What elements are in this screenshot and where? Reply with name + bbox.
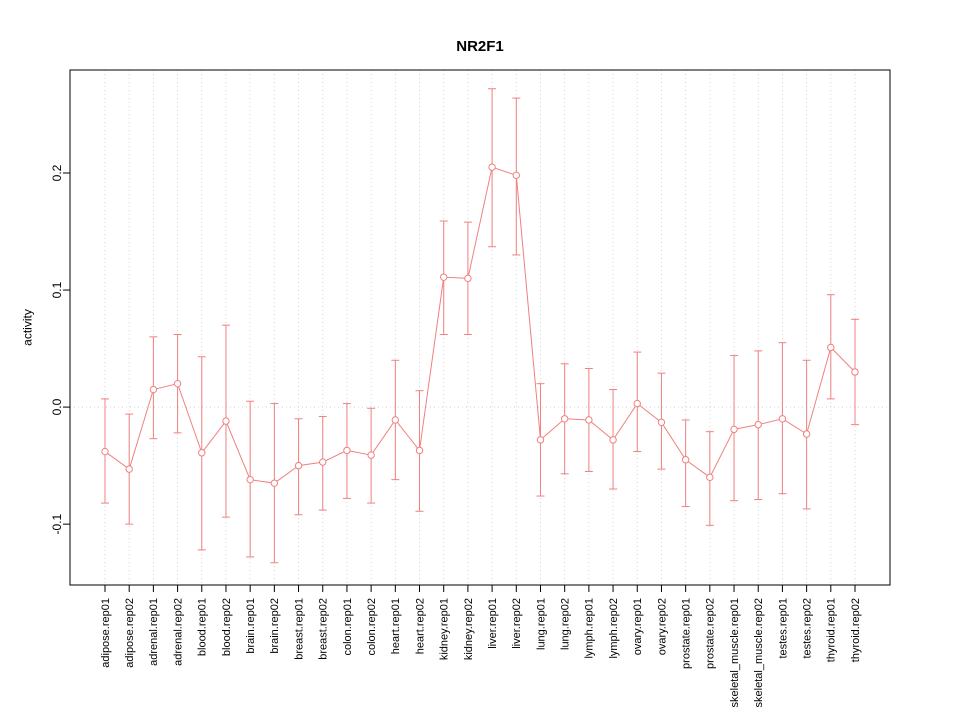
x-tick-label: skeletal_muscle.rep01	[729, 598, 741, 707]
x-tick-label: liver.rep01	[487, 598, 499, 649]
x-tick-label: lung.rep02	[560, 598, 572, 650]
x-tick-label: blood.rep02	[221, 598, 233, 656]
error-bars	[101, 88, 859, 564]
data-point	[101, 447, 109, 456]
data-point	[754, 420, 762, 429]
data-point	[778, 415, 787, 423]
x-tick-label: skeletal_muscle.rep02	[753, 598, 765, 707]
data-point	[681, 456, 690, 464]
x-tick-label: colon.rep02	[366, 598, 378, 656]
x-tick-label: adipose.rep02	[124, 598, 136, 668]
data-point	[512, 171, 520, 180]
x-tick-label: heart.rep02	[414, 598, 426, 654]
data-point	[609, 436, 617, 444]
x-tick-label: prostate.rep01	[680, 598, 692, 669]
x-tick-label: colon.rep01	[342, 598, 354, 656]
x-tick-label: testes.rep01	[777, 598, 789, 659]
data-point	[851, 368, 859, 376]
data-point	[585, 416, 593, 424]
data-point	[319, 458, 327, 466]
plot-border	[69, 69, 891, 586]
y-axis: -0.1 0.0 0.1 0.2	[50, 164, 70, 534]
data-point	[730, 425, 738, 434]
data-point	[827, 343, 835, 352]
data-point	[657, 418, 666, 427]
data-point	[246, 475, 254, 484]
data-point	[415, 446, 424, 455]
y-tick-label: -0.1	[50, 513, 64, 534]
data-point	[633, 399, 641, 408]
x-tick-label: prostate.rep02	[705, 598, 717, 669]
data-point	[173, 379, 182, 388]
data-point	[706, 473, 714, 482]
data-point	[125, 465, 133, 473]
chart-title: NR2F1	[456, 38, 504, 55]
x-tick-label: ovary.rep02	[656, 598, 668, 655]
y-tick-label: 0.1	[50, 281, 64, 298]
x-tick-label: adipose.rep01	[100, 598, 112, 668]
data-points	[101, 163, 859, 487]
x-tick-label: testes.rep02	[801, 598, 813, 659]
x-tick-label: blood.rep01	[197, 598, 209, 656]
data-point	[198, 449, 206, 457]
data-point	[222, 417, 230, 425]
data-point	[149, 385, 158, 394]
x-tick-label: kidney.rep01	[439, 598, 451, 660]
x-tick-label: lung.rep01	[535, 598, 547, 650]
x-tick-label: kidney.rep02	[463, 598, 475, 660]
x-tick-label: liver.rep02	[511, 598, 523, 649]
data-point	[343, 446, 351, 455]
data-point	[488, 163, 496, 171]
x-tick-label: lymph.rep01	[584, 598, 596, 659]
x-tick-label: brain.rep02	[269, 598, 281, 654]
x-tick-label: breast.rep01	[293, 598, 305, 660]
y-axis-label: activity	[20, 309, 35, 346]
series-line	[104, 166, 856, 484]
x-tick-label: ovary.rep01	[632, 598, 644, 655]
x-tick-label: breast.rep02	[318, 598, 330, 660]
y-tick-label: 0.2	[50, 164, 64, 181]
x-tick-label: heart.rep01	[390, 598, 402, 654]
x-tick-label: thyroid.rep01	[826, 598, 838, 662]
data-point	[391, 416, 400, 424]
y-tick-label: 0.0	[50, 398, 64, 415]
data-point	[802, 430, 811, 438]
x-tick-label: adrenal.rep01	[148, 598, 160, 666]
data-point	[560, 415, 569, 423]
x-tick-label: adrenal.rep02	[172, 598, 184, 666]
gridlines	[70, 70, 890, 585]
data-point	[367, 451, 375, 459]
x-tick-label: lymph.rep02	[608, 598, 620, 659]
data-point	[440, 273, 448, 281]
data-point	[464, 274, 472, 283]
data-point	[270, 479, 279, 487]
data-point	[294, 461, 303, 470]
data-point	[536, 436, 545, 444]
x-axis: adipose.rep01 adipose.rep02 adrenal.rep01 a…	[100, 585, 862, 707]
x-tick-label: brain.rep01	[245, 598, 257, 654]
x-tick-label: thyroid.rep02	[850, 598, 862, 662]
